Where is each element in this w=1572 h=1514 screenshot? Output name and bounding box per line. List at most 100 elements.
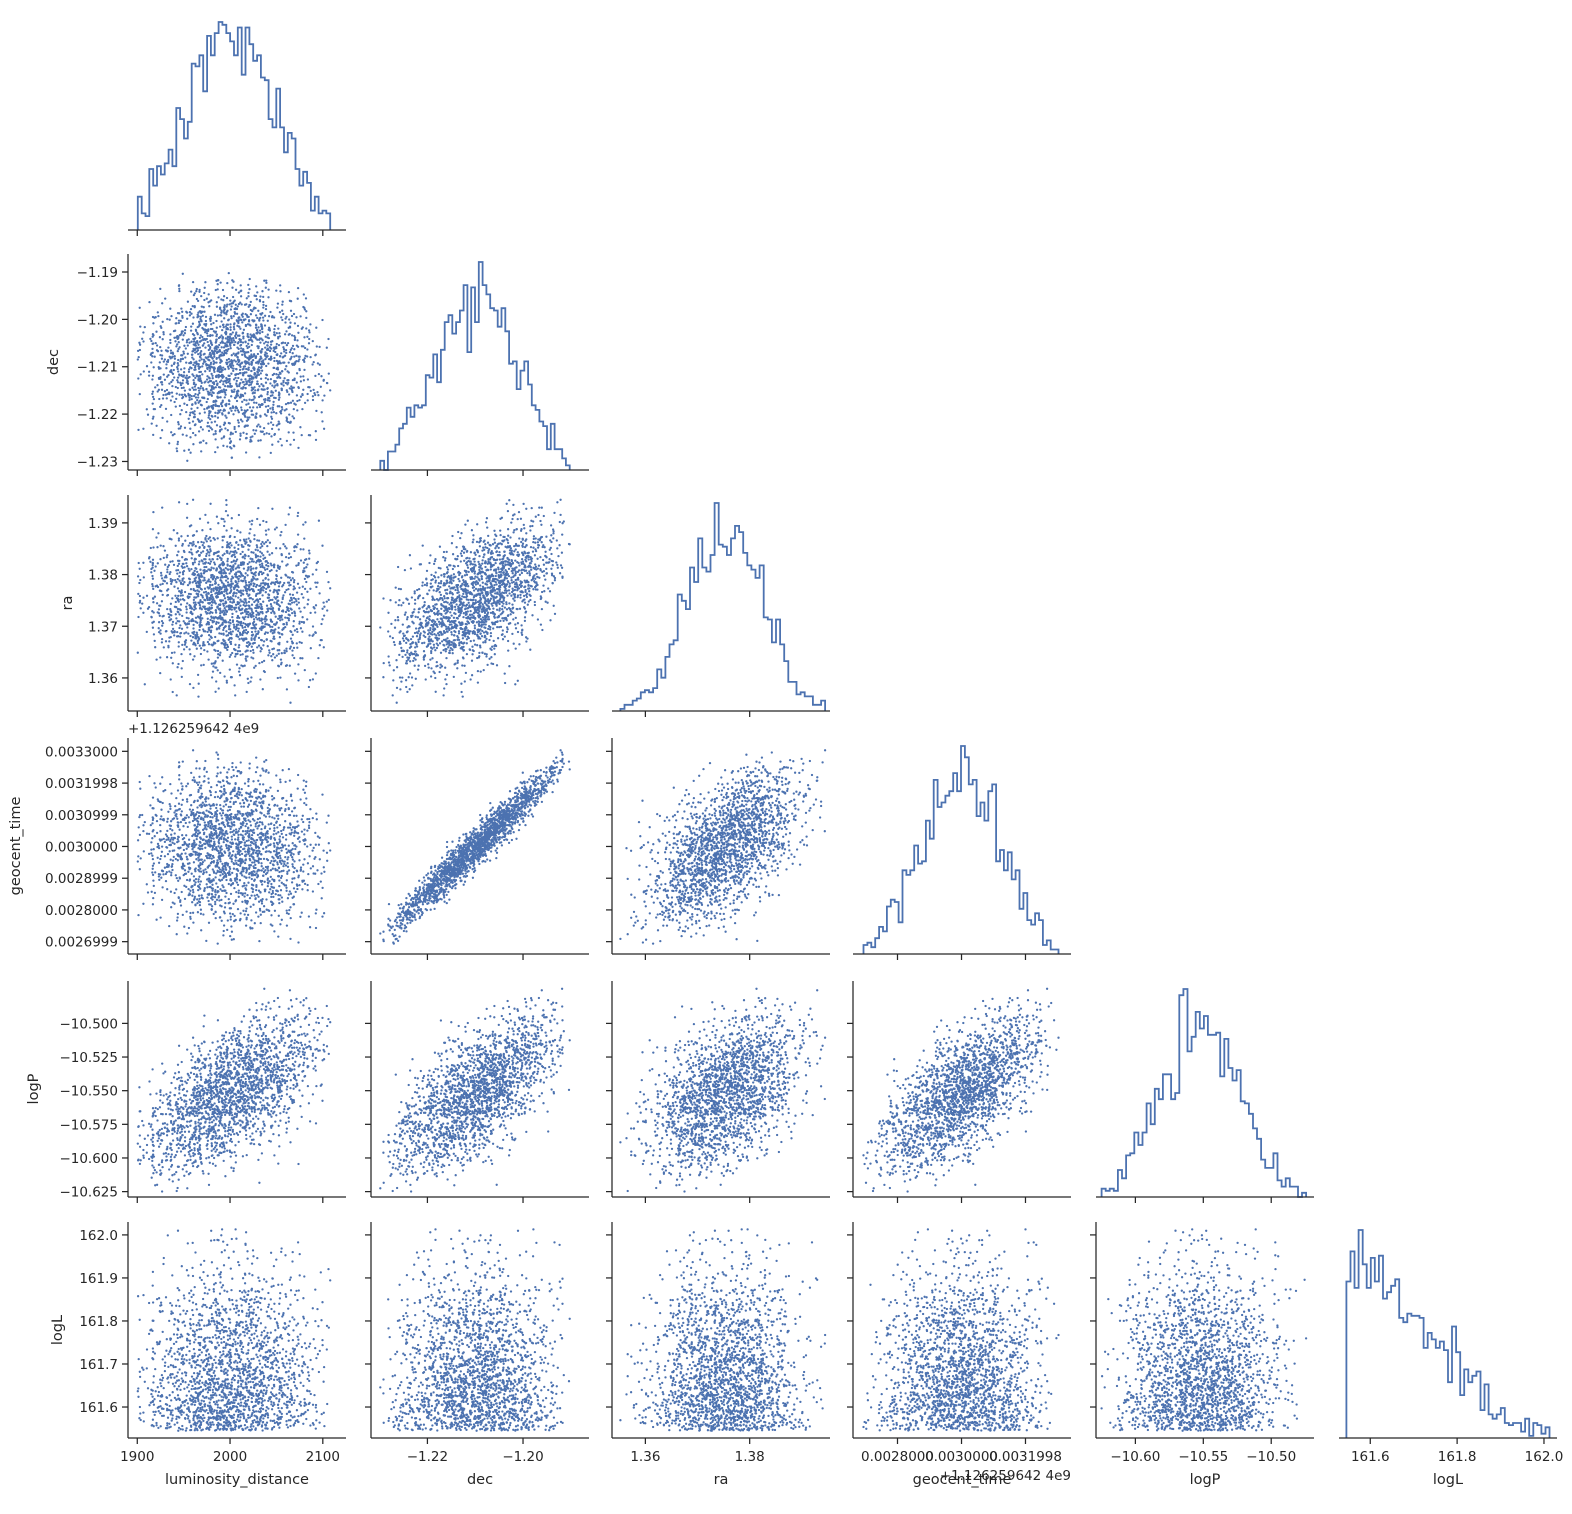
data-point	[203, 587, 207, 590]
data-point	[284, 402, 288, 406]
data-point	[217, 621, 220, 624]
data-point	[260, 627, 264, 630]
data-point	[138, 306, 141, 309]
data-point	[228, 546, 231, 549]
data-point	[556, 501, 559, 504]
data-point	[192, 337, 195, 341]
data-point	[284, 555, 288, 559]
data-point	[208, 377, 211, 380]
data-point	[237, 351, 240, 354]
data-point	[189, 329, 193, 332]
data-point	[242, 431, 245, 434]
data-point	[320, 375, 323, 378]
data-point	[181, 338, 184, 341]
data-point	[431, 657, 434, 660]
data-point	[414, 615, 417, 618]
data-point	[216, 279, 220, 282]
data-point	[292, 407, 295, 411]
data-point	[246, 361, 249, 364]
data-point	[234, 288, 238, 291]
data-point	[244, 655, 248, 658]
data-point	[206, 617, 209, 620]
data-point	[267, 593, 271, 597]
data-point	[254, 594, 258, 598]
data-point	[221, 535, 224, 539]
data-point	[288, 506, 292, 509]
panel-dec-vs-luminosity_distance: −1.23−1.22−1.21−1.20−1.19	[77, 254, 346, 476]
data-point	[513, 599, 516, 602]
data-point	[221, 562, 224, 565]
data-point	[242, 545, 245, 548]
data-point	[178, 346, 181, 349]
data-point	[175, 694, 178, 697]
data-point	[169, 560, 172, 563]
data-point	[208, 409, 211, 413]
data-point	[159, 671, 162, 675]
data-point	[196, 641, 200, 645]
data-point	[296, 339, 299, 342]
data-point	[265, 364, 268, 368]
data-point	[287, 602, 290, 605]
data-point	[198, 623, 202, 626]
data-point	[232, 339, 236, 342]
data-point	[268, 349, 272, 353]
data-point	[450, 630, 453, 634]
data-point	[302, 379, 306, 382]
data-point	[224, 325, 227, 328]
data-point	[194, 396, 198, 399]
data-point	[518, 583, 521, 587]
data-point	[179, 635, 182, 638]
data-point	[293, 610, 296, 613]
data-point	[296, 511, 300, 515]
data-point	[288, 350, 292, 354]
data-point	[196, 673, 200, 677]
data-point	[241, 653, 244, 656]
data-point	[411, 684, 414, 687]
data-point	[204, 370, 207, 373]
data-point	[209, 584, 212, 587]
data-point	[199, 317, 202, 321]
data-point	[161, 621, 165, 625]
data-point	[236, 355, 239, 359]
data-point	[206, 425, 209, 428]
data-point	[205, 332, 209, 335]
data-point	[143, 683, 146, 686]
data-point	[240, 387, 243, 390]
data-point	[211, 611, 214, 614]
data-point	[264, 405, 268, 408]
data-point	[193, 413, 196, 416]
data-point	[237, 566, 241, 569]
data-point	[158, 397, 161, 401]
data-point	[197, 352, 200, 356]
data-point	[248, 585, 251, 589]
data-point	[176, 630, 179, 634]
data-point	[162, 556, 165, 560]
data-point	[293, 614, 297, 617]
data-point	[210, 662, 213, 665]
data-point	[315, 409, 318, 413]
data-point	[208, 425, 211, 428]
data-point	[227, 568, 230, 571]
data-point	[266, 333, 269, 336]
data-point	[309, 323, 312, 326]
data-point	[215, 361, 218, 364]
data-point	[251, 340, 254, 343]
data-point	[183, 389, 187, 392]
data-point	[233, 535, 236, 539]
data-point	[258, 597, 262, 601]
data-point	[226, 595, 230, 599]
panel-dec-vs-dec	[371, 261, 589, 476]
data-point	[193, 579, 196, 583]
data-point	[199, 334, 202, 337]
data-point	[259, 312, 262, 316]
data-point	[280, 553, 283, 557]
data-point	[272, 653, 275, 656]
data-point	[177, 501, 181, 504]
data-point	[292, 581, 296, 584]
data-point	[162, 579, 165, 582]
data-point	[512, 553, 515, 556]
data-point	[247, 295, 250, 298]
data-point	[400, 646, 403, 650]
data-point	[540, 506, 543, 509]
data-point	[238, 674, 242, 677]
